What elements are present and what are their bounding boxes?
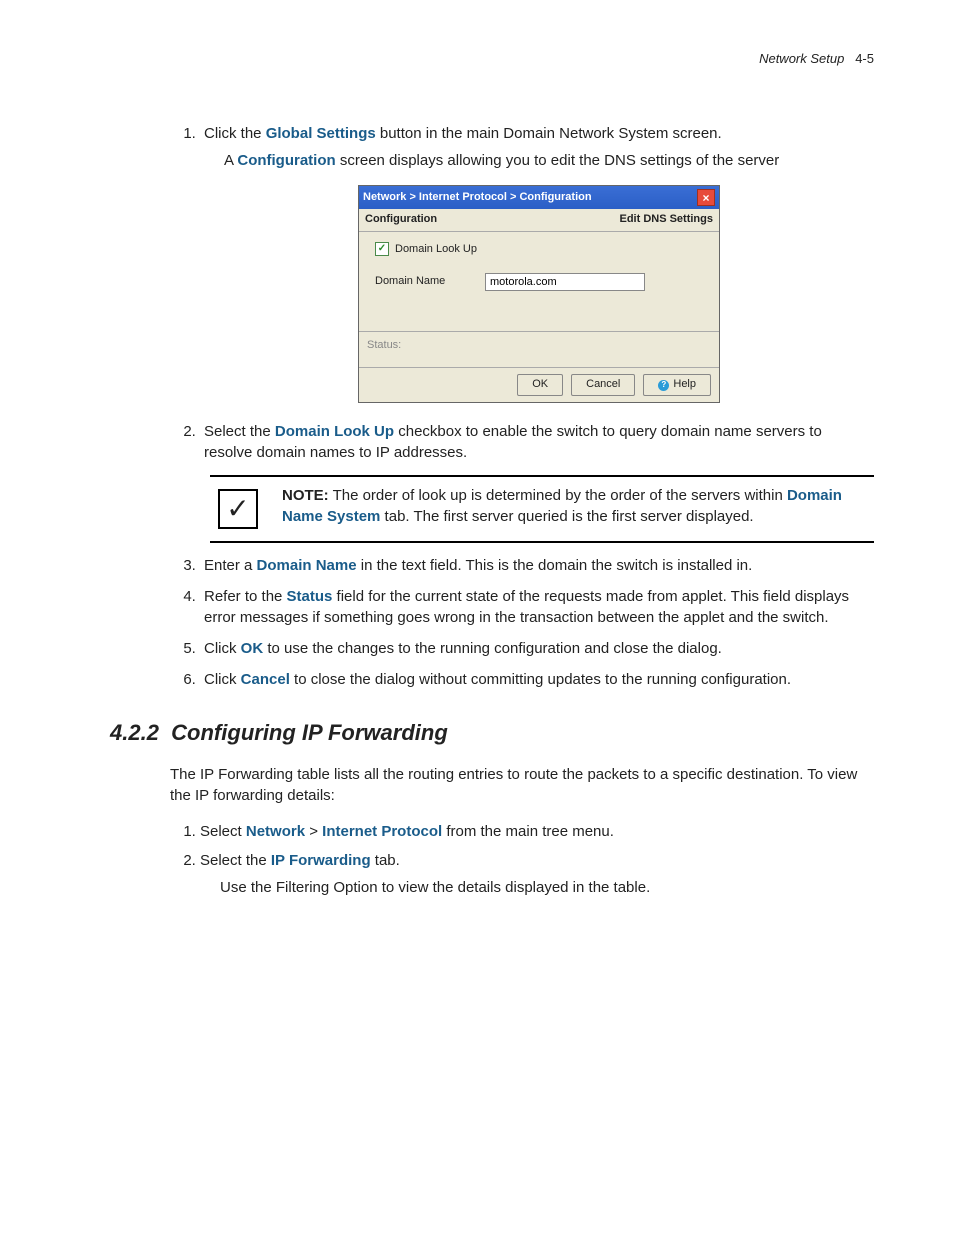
dialog-screenshot: Network > Internet Protocol > Configurat… xyxy=(204,185,874,403)
domain-name-input[interactable] xyxy=(485,273,645,291)
domain-name-row: Domain Name xyxy=(375,273,703,291)
step-1: Click the Global Settings button in the … xyxy=(200,123,874,403)
section-step-2-sub: Use the Filtering Option to view the det… xyxy=(220,877,874,898)
dialog-subhead: Configuration Edit DNS Settings xyxy=(359,209,719,231)
subhead-right: Edit DNS Settings xyxy=(619,212,713,227)
configuration-dialog: Network > Internet Protocol > Configurat… xyxy=(358,185,720,403)
ok-button[interactable]: OK xyxy=(517,374,563,395)
page-header: Network Setup 4-5 xyxy=(110,50,874,68)
subhead-left: Configuration xyxy=(365,212,437,227)
domain-name-label: Domain Name xyxy=(375,274,485,289)
cancel-term: Cancel xyxy=(241,671,290,688)
network-term: Network xyxy=(246,823,305,840)
instruction-list-cont: Enter a Domain Name in the text field. T… xyxy=(110,555,874,690)
help-icon: ? xyxy=(658,380,669,391)
section-number: 4.2.2 xyxy=(110,720,159,745)
cancel-button[interactable]: Cancel xyxy=(571,374,635,395)
domain-lookup-label: Domain Look Up xyxy=(395,242,477,257)
page-number: 4-5 xyxy=(848,51,874,66)
section-body: The IP Forwarding table lists all the ro… xyxy=(170,764,874,898)
step-6: Click Cancel to close the dialog without… xyxy=(200,669,874,690)
section-step-2: Select the IP Forwarding tab. Use the Fi… xyxy=(200,850,874,898)
step-5: Click OK to use the changes to the runni… xyxy=(200,638,874,659)
ok-term: OK xyxy=(241,640,264,657)
note-text: NOTE: The order of look up is determined… xyxy=(282,485,874,533)
help-button[interactable]: ?Help xyxy=(643,374,711,395)
header-title: Network Setup xyxy=(759,51,844,66)
status-term: Status xyxy=(287,588,333,605)
note-label: NOTE: xyxy=(282,487,329,504)
note-block: ✓ NOTE: The order of look up is determin… xyxy=(210,475,874,543)
dialog-body: ✓ Domain Look Up Domain Name xyxy=(359,232,719,331)
checkmark-icon: ✓ xyxy=(218,489,258,529)
step-4: Refer to the Status field for the curren… xyxy=(200,586,874,628)
configuration-term: Configuration xyxy=(237,152,335,169)
domain-lookup-term: Domain Look Up xyxy=(275,423,394,440)
dialog-titlebar: Network > Internet Protocol > Configurat… xyxy=(359,186,719,209)
global-settings-term: Global Settings xyxy=(266,125,376,142)
dialog-breadcrumb: Network > Internet Protocol > Configurat… xyxy=(363,190,592,205)
close-icon[interactable]: × xyxy=(697,189,715,206)
status-area: Status: xyxy=(359,331,719,367)
domain-lookup-row: ✓ Domain Look Up xyxy=(375,242,703,257)
section-intro: The IP Forwarding table lists all the ro… xyxy=(170,764,874,806)
section-steps: Select Network > Internet Protocol from … xyxy=(170,821,874,898)
dialog-buttons: OK Cancel ?Help xyxy=(359,367,719,401)
section-heading: 4.2.2 Configuring IP Forwarding xyxy=(110,718,874,749)
step-2: Select the Domain Look Up checkbox to en… xyxy=(200,421,874,463)
internet-protocol-term: Internet Protocol xyxy=(322,823,442,840)
domain-name-term: Domain Name xyxy=(257,557,357,574)
instruction-list: Click the Global Settings button in the … xyxy=(110,123,874,463)
step-3: Enter a Domain Name in the text field. T… xyxy=(200,555,874,576)
section-title: Configuring IP Forwarding xyxy=(171,720,448,745)
ip-forwarding-term: IP Forwarding xyxy=(271,852,371,869)
step-1-sub: A Configuration screen displays allowing… xyxy=(224,150,874,171)
section-step-1: Select Network > Internet Protocol from … xyxy=(200,821,874,842)
checkbox-icon[interactable]: ✓ xyxy=(375,242,389,256)
